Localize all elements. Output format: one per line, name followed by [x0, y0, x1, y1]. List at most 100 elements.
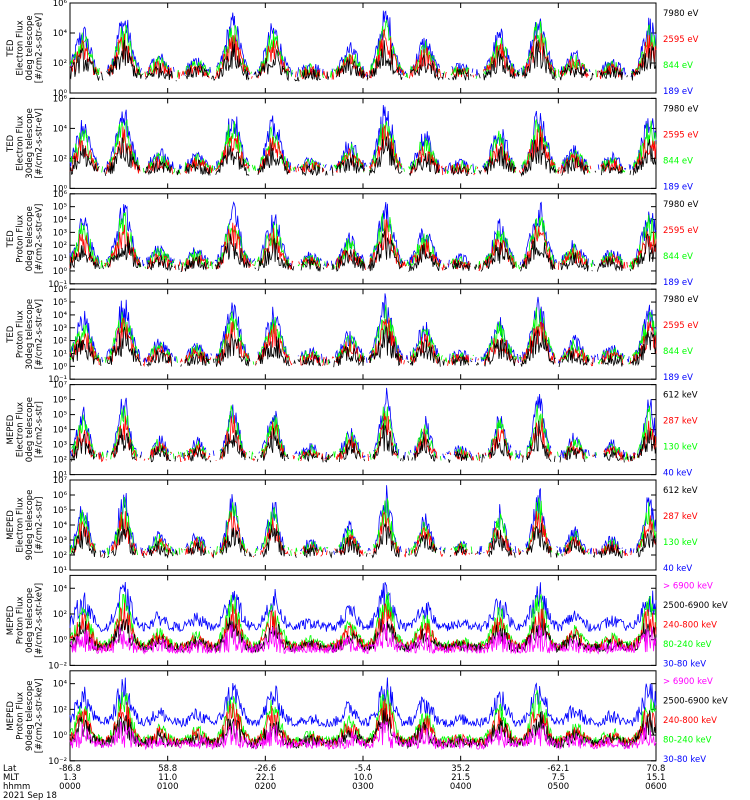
y-axis-label: 0deg telescope — [25, 206, 35, 271]
y-axis-label: Electron Flux — [16, 116, 26, 171]
series-line-black — [69, 324, 657, 368]
y-tick-label: 10⁵ — [53, 506, 67, 516]
y-axis-label: MEPED — [6, 414, 16, 444]
x-tick-label-mlt: 7.5 — [552, 773, 566, 783]
y-tick-label: 10² — [53, 337, 67, 347]
series-line-black — [69, 39, 657, 82]
y-axis-label: [#/cm2-s-str-eV] — [35, 13, 45, 83]
legend-entry: 80-240 keV — [663, 640, 712, 650]
y-axis-label: [#/cm2-s-str-eV] — [35, 204, 45, 274]
y-tick-label: 10¹ — [53, 254, 67, 264]
legend-entry: 80-240 keV — [663, 735, 712, 745]
y-axis-label: [#/cm2-s-str] — [35, 497, 45, 554]
panel-frame — [69, 479, 657, 571]
legend-entry: 189 eV — [663, 182, 693, 192]
x-axis-row-label: 2021 Sep 18 — [3, 791, 57, 800]
legend-entry: 612 keV — [663, 486, 698, 496]
y-tick-label: 10⁴ — [53, 29, 68, 39]
y-tick-label: 10⁵ — [53, 203, 67, 213]
panel-frame — [69, 2, 657, 94]
series-line-blue — [69, 293, 657, 364]
x-tick-label-lat: -26.6 — [254, 764, 276, 774]
y-tick-label: 10³ — [53, 441, 67, 451]
x-tick-label-mlt: 1.3 — [63, 773, 77, 783]
legend-entry: 7980 eV — [663, 104, 699, 114]
panel-frame — [69, 384, 657, 476]
x-tick-label-time: 0500 — [548, 782, 570, 792]
legend-entry: > 6900 keV — [663, 677, 713, 687]
panel-1: 10⁰ 10² 10⁴ 10⁶ TED Electron Flux 0deg telesco… — [6, 0, 699, 99]
legend-entry: 2500-6900 keV — [663, 696, 728, 706]
legend-entry: > 6900 keV — [663, 581, 713, 591]
panel-8: 10⁻² 10⁰ 10² 10⁴ MEPED Proton Flux 90deg teles… — [6, 670, 728, 767]
y-axis-label: Electron Flux — [16, 20, 26, 75]
y-axis-label: Proton Flux — [16, 310, 26, 358]
y-axis-label: [#/cm2-s-str] — [35, 401, 45, 458]
y-axis-label: TED — [6, 39, 16, 58]
y-tick-label: 10³ — [53, 324, 67, 334]
legend-entry: 612 keV — [663, 391, 698, 401]
legend-entry: 40 keV — [663, 564, 692, 574]
series-line-black — [71, 420, 657, 463]
x-tick-label-time: 0600 — [645, 782, 667, 792]
y-tick-label: 10⁰ — [53, 731, 68, 741]
legend-entry: 189 eV — [663, 87, 693, 97]
y-axis-label: Electron Flux — [16, 402, 26, 457]
y-tick-label: 10³ — [53, 536, 67, 546]
y-axis-label: MEPED — [6, 700, 16, 730]
y-axis-label: 90deg telescope — [25, 680, 35, 751]
y-axis-label: Electron Flux — [16, 497, 26, 552]
y-axis-label: 30deg telescope — [25, 108, 35, 179]
legend-entry: 30-80 keV — [663, 755, 706, 765]
y-tick-label: 10¹ — [53, 349, 67, 359]
y-tick-label: 10⁻¹ — [48, 375, 67, 385]
series-line-blue — [69, 677, 657, 729]
y-tick-label: 10² — [53, 59, 67, 69]
y-axis-label: 90deg telescope — [25, 490, 35, 561]
y-tick-label: 10⁶ — [53, 190, 68, 200]
legend-entry: 844 eV — [663, 252, 693, 262]
y-tick-label: 10⁻² — [48, 757, 67, 767]
x-tick-label-time: 0400 — [450, 782, 472, 792]
panel-2: 10⁰ 10² 10⁴ 10⁶ TED Electron Flux 30deg telesc… — [6, 94, 699, 194]
y-tick-label: 10⁻² — [48, 661, 67, 671]
y-tick-label: 10⁴ — [53, 216, 68, 226]
x-tick-label-mlt: 21.5 — [451, 773, 470, 783]
x-axis-row-label: Lat — [3, 764, 17, 774]
y-tick-label: 10⁰ — [53, 184, 68, 194]
legend-entry: 7980 eV — [663, 9, 699, 19]
y-axis-label: TED — [6, 325, 16, 344]
y-axis-label: TED — [6, 230, 16, 249]
y-tick-label: 10¹ — [53, 471, 67, 481]
y-axis-label: 0deg telescope — [25, 588, 35, 653]
y-axis-label: TED — [6, 134, 16, 153]
x-tick-label-lat: -62.1 — [547, 764, 569, 774]
y-tick-label: 10² — [53, 551, 67, 561]
y-tick-label: 10² — [53, 610, 67, 620]
y-axis-label: Proton Flux — [16, 215, 26, 263]
legend-entry: 7980 eV — [663, 295, 699, 305]
x-tick-label-mlt: 15.1 — [647, 773, 666, 783]
x-tick-label-time: 0300 — [352, 782, 374, 792]
y-tick-label: 10⁴ — [53, 584, 68, 594]
x-tick-label-lat: 35.2 — [451, 764, 470, 774]
legend-entry: 2595 eV — [663, 35, 699, 45]
y-axis-label: [#/cm2-s-str-keV] — [35, 583, 45, 658]
y-tick-label: 10⁶ — [53, 0, 68, 9]
legend-entry: 2595 eV — [663, 130, 699, 140]
y-tick-label: 10⁰ — [53, 362, 68, 372]
panel-5: 10¹ 10² 10³ 10⁴ 10⁵ 10⁶ 10⁷ MEPED Electron Flux 0… — [6, 381, 698, 481]
y-tick-label: 10⁶ — [53, 285, 68, 295]
series-line-black — [69, 136, 657, 178]
y-tick-label: 10¹ — [53, 566, 67, 576]
y-tick-label: 10⁰ — [53, 636, 68, 646]
x-tick-label-mlt: 11.0 — [158, 773, 177, 783]
x-tick-label-lat: 58.8 — [158, 764, 177, 774]
x-tick-label-time: 0000 — [59, 782, 81, 792]
y-axis-label: [#/cm2-s-str-keV] — [35, 678, 45, 753]
y-tick-label: 10⁶ — [53, 396, 68, 406]
y-tick-label: 10⁶ — [53, 491, 68, 501]
y-tick-label: 10⁶ — [53, 94, 68, 104]
series-line-magenta — [69, 720, 657, 751]
